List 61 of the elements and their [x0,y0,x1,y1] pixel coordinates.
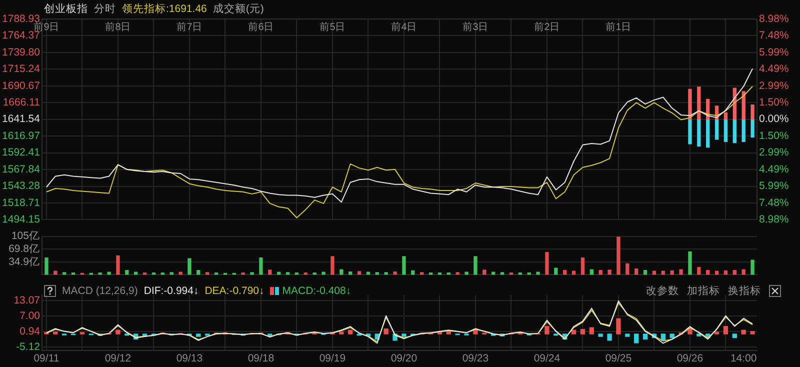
y-tick-label: 105亿 [11,230,40,242]
y2-tick-label: 2.99% [759,146,789,159]
y-tick-label: 1494.15 [2,214,40,226]
y2-tick-label: 4.49% [759,63,789,76]
x-tick-label: 前3日 [462,20,488,33]
y-tick-label: 1518.71 [2,196,40,209]
y2-tick-label: 5.99% [759,180,789,192]
x-tick-label: 前6日 [248,20,274,33]
x-tick-label: 09/24 [534,352,560,365]
x-tick-label: 09/23 [462,352,489,365]
x-tick-label: 前8日 [105,20,131,33]
y2-tick-label: 5.99% [759,46,789,58]
x-tick-label: 09/13 [176,352,203,365]
y-tick-label: 1690.67 [2,80,40,92]
legend-label: MACD:-0.408↓ [282,285,352,297]
annotation: 换指标 [728,284,761,298]
x-tick-label: 09/25 [605,352,632,365]
chart-title: 创业板指 [44,2,88,16]
x-tick-label: 09/12 [104,352,132,365]
y-tick-label: -5.12 [16,341,40,354]
x-tick-label: 前4日 [391,20,417,33]
x-tick-label: 前2日 [534,20,560,33]
y-tick-label: 0.94 [20,325,40,338]
y-tick-label: 1715.24 [2,63,40,76]
annotation: 改参数 [646,284,679,298]
text: 成交额(元) [212,2,264,16]
y-tick-label: 1641.54 [2,113,40,126]
y-tick-label: 34.9亿 [8,256,40,268]
x-tick-label: 14:00 [730,352,757,365]
x-tick-label: 前7日 [176,20,202,33]
y-tick-label: 1543.28 [2,180,40,192]
x-tick-label: 09/18 [248,352,274,365]
y2-tick-label: 8.98% [759,214,789,226]
y-tick-label: 7.00 [20,310,40,322]
y2-tick-label: 2.99% [759,80,789,92]
x-tick-label: 09/20 [390,352,418,365]
text: 领先指标:1691.46 [122,2,207,16]
x-tick-label: 前5日 [320,20,346,33]
text: DIF:-0.994↓ [144,285,199,297]
y-tick-label: 1739.80 [2,46,40,58]
y-tick-label: 1567.84 [2,163,40,176]
x-tick-label: 09/26 [676,352,704,365]
y-tick-label: 1592.41 [2,146,40,159]
x-tick-label: 09/19 [319,352,346,365]
y2-tick-label: 4.49% [759,163,789,176]
y2-tick-label: 8.98% [759,12,789,25]
y-tick-label: 1666.11 [2,96,40,109]
y2-tick-label: 7.48% [759,30,789,42]
y2-tick-label: 0.00% [759,113,789,126]
y2-tick-label: 1.50% [759,130,789,142]
y-tick-label: 69.8亿 [8,243,40,256]
x-tick-label: 09/11 [34,352,60,365]
annotation: 加指标 [687,284,720,298]
y2-tick-label: 7.48% [759,196,789,209]
chart-subtitle: 分时 [94,2,116,16]
y2-tick-label: 1.50% [759,96,789,108]
y-tick-label: 13.07 [14,294,40,306]
x-tick-label: 前1日 [606,20,632,33]
y-tick-label: 1616.97 [2,130,40,142]
chart-title: MACD (12,26,9) [62,285,138,297]
text: DEA:-0.790↓ [204,285,264,297]
